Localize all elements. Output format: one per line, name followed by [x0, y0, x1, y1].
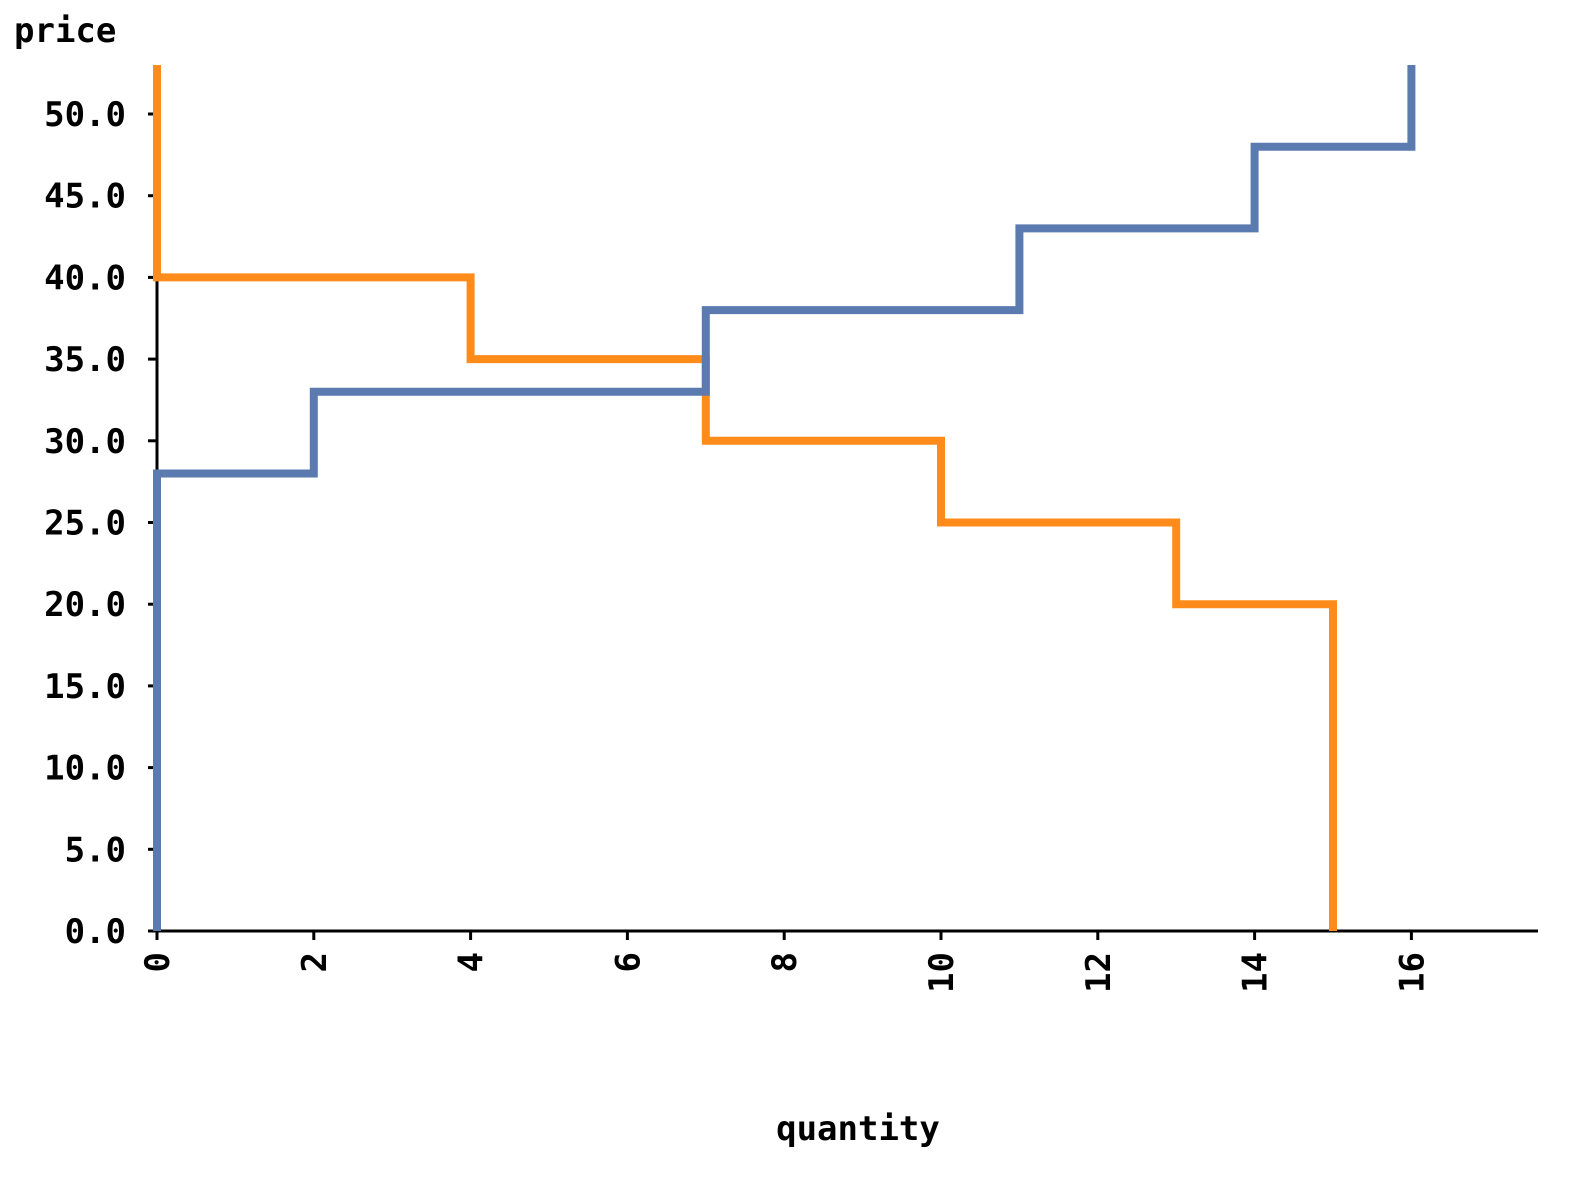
- x-tick-label: 14: [1236, 952, 1276, 993]
- x-axis: 0 2 4 6 8 10 12 14 16: [138, 929, 1538, 993]
- y-axis-title: price: [14, 11, 116, 51]
- y-tick-label: 35.0: [44, 340, 126, 380]
- y-tick-label: 10.0: [44, 749, 126, 789]
- x-tick-label: 8: [765, 952, 805, 972]
- y-tick-label: 45.0: [44, 177, 126, 217]
- x-tick-label: 16: [1392, 952, 1432, 993]
- x-axis-title: quantity: [776, 1109, 940, 1149]
- x-tick-label: 6: [608, 952, 648, 972]
- x-tick-label: 0: [138, 952, 178, 972]
- x-tick-label: 2: [295, 952, 335, 972]
- x-tick-label: 4: [452, 952, 492, 972]
- series-line-1: [153, 65, 1337, 931]
- y-tick-label: 20.0: [44, 585, 126, 625]
- y-tick-label: 30.0: [44, 422, 126, 462]
- series-group: [153, 65, 1416, 931]
- series-line-2: [153, 65, 1416, 931]
- y-tick-label: 40.0: [44, 258, 126, 298]
- y-tick-label: 25.0: [44, 504, 126, 544]
- y-tick-label: 50.0: [44, 95, 126, 135]
- y-tick-label: 15.0: [44, 667, 126, 707]
- y-tick-label: 5.0: [65, 830, 126, 870]
- x-tick-label: 12: [1079, 952, 1119, 993]
- y-tick-label: 0.0: [65, 912, 126, 952]
- x-tick-label: 10: [922, 952, 962, 993]
- y-axis: 0.0 5.0 10.0 15.0 20.0 25.0 30.0 35.0 40.0 45.0 50…: [44, 68, 159, 952]
